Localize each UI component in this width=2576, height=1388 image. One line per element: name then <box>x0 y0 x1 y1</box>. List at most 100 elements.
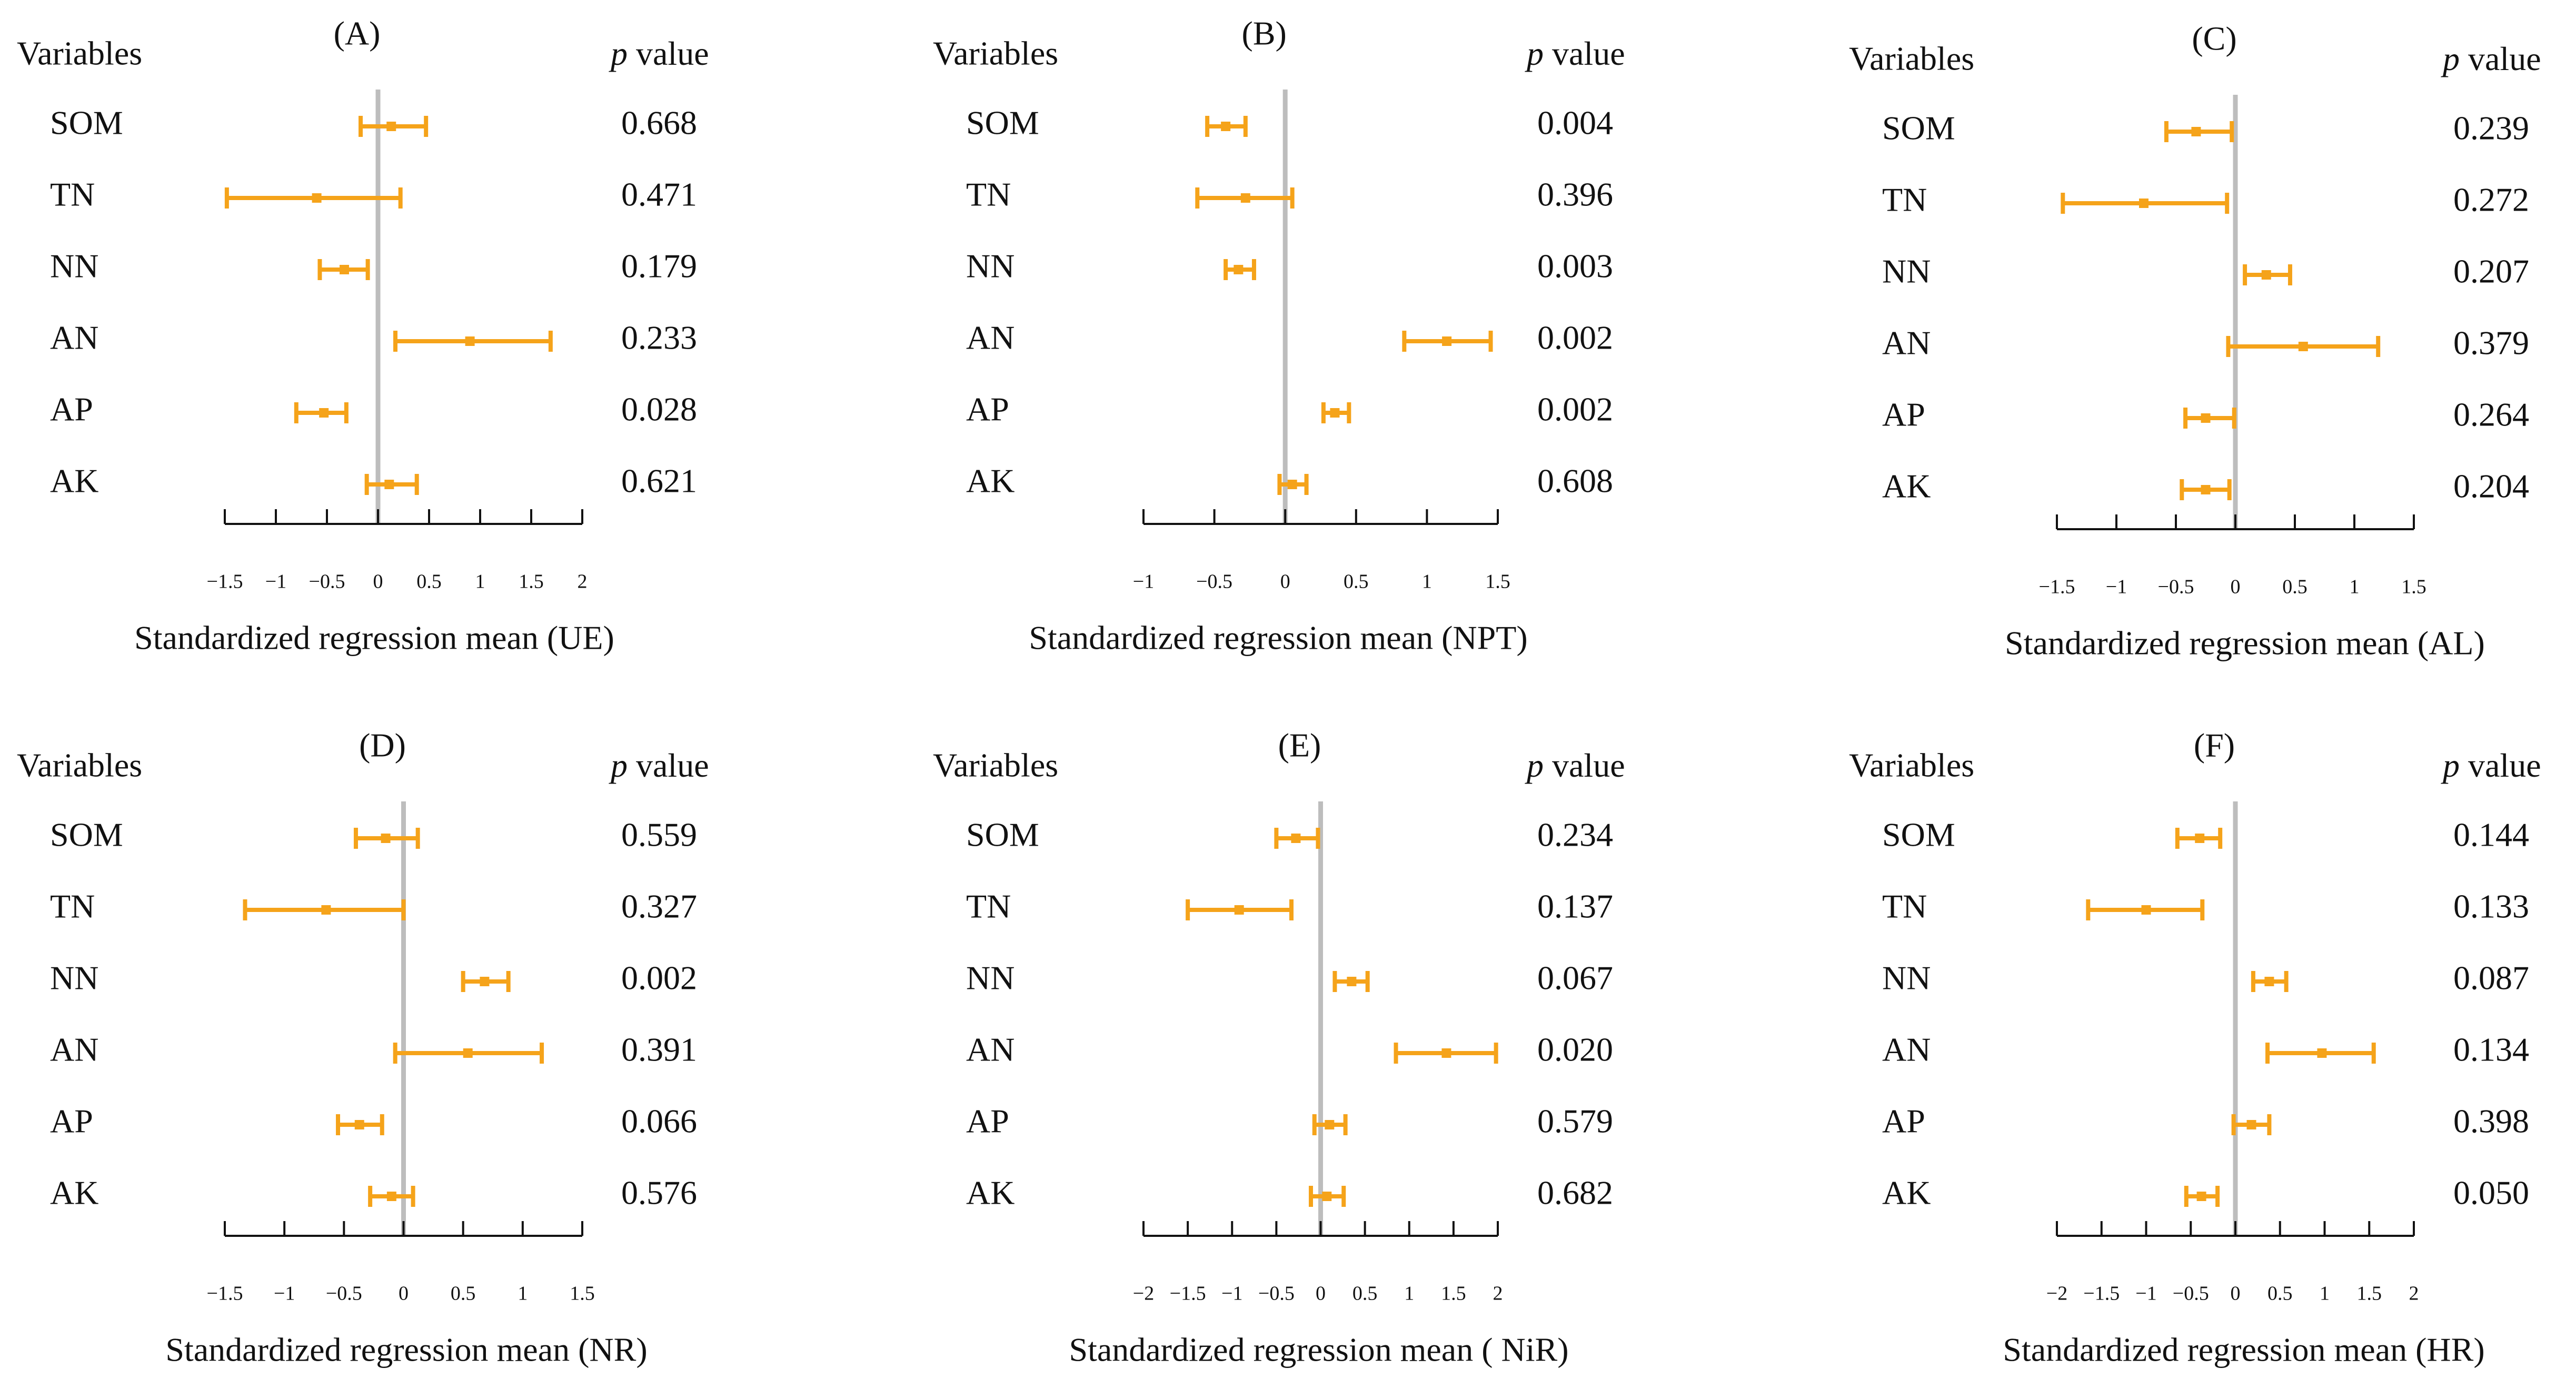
mean-point <box>1330 408 1340 418</box>
x-tick-label: −1 <box>265 571 286 593</box>
x-tick-label: 0.5 <box>416 571 442 593</box>
x-tick-label: 1 <box>475 571 485 593</box>
variable-label: AP <box>1882 396 1925 433</box>
mean-point <box>1291 834 1301 843</box>
p-value: 0.207 <box>2453 253 2529 290</box>
x-tick-label: 1 <box>1404 1283 1414 1305</box>
variable-label: AP <box>50 391 93 428</box>
forest-panel: Variables (D) p value SOM 0.559 TN 0.327 NN 0.00… <box>17 727 709 1369</box>
mean-point <box>384 480 394 489</box>
mean-point <box>1322 1192 1332 1201</box>
variable-label: AP <box>966 391 1009 428</box>
p-value-header-rest: value <box>628 35 709 72</box>
p-value: 0.137 <box>1537 888 1613 925</box>
mean-point <box>1325 1120 1335 1129</box>
panel-label: (A) <box>334 15 381 52</box>
x-tick-label: 0 <box>1316 1283 1326 1305</box>
mean-point <box>2317 1048 2327 1058</box>
variable-label: SOM <box>1882 110 1955 147</box>
x-tick-label: −0.5 <box>2173 1283 2209 1305</box>
p-value-header-rest: value <box>628 747 709 784</box>
p-value: 0.066 <box>621 1103 697 1140</box>
x-tick-label: 1.5 <box>519 571 544 593</box>
mean-point <box>1221 122 1231 131</box>
p-value: 0.028 <box>621 391 697 428</box>
variable-label: AK <box>1882 1174 1931 1212</box>
p-value: 0.204 <box>2453 468 2529 505</box>
mean-point <box>480 977 490 986</box>
p-value: 0.239 <box>2453 110 2529 147</box>
x-axis-label: Standardized regression mean (AL) <box>2005 624 2485 662</box>
mean-point <box>2141 905 2151 915</box>
p-value: 0.272 <box>2453 181 2529 219</box>
p-value: 0.391 <box>621 1031 697 1068</box>
variable-label: SOM <box>966 104 1039 142</box>
variable-label: AK <box>50 462 98 500</box>
variable-label: NN <box>1882 253 1931 290</box>
x-axis-label: Standardized regression mean (HR) <box>2003 1331 2484 1369</box>
variables-header: Variables <box>1849 40 1974 77</box>
mean-point <box>1442 336 1452 346</box>
mean-point <box>312 193 322 203</box>
p-value-header: p value <box>1525 747 1625 784</box>
p-value: 0.379 <box>2453 324 2529 362</box>
variable-label: NN <box>966 959 1015 997</box>
mean-point <box>319 408 329 418</box>
variable-label: TN <box>966 888 1011 925</box>
forest-panel: Variables (F) p value SOM 0.144 TN 0.133 NN 0.08… <box>1849 727 2541 1369</box>
x-tick-label: −1.5 <box>2083 1283 2120 1305</box>
forest-panel: Variables (B) p value SOM 0.004 TN 0.396 NN 0.00… <box>933 15 1625 657</box>
p-value-header-rest: value <box>2460 747 2541 784</box>
variable-label: AK <box>966 1174 1015 1212</box>
x-tick-label: −0.5 <box>326 1283 362 1305</box>
mean-point <box>2191 127 2201 136</box>
mean-point <box>1234 265 1244 274</box>
mean-point <box>2246 1120 2256 1129</box>
mean-point <box>321 905 331 915</box>
p-value-header-rest: value <box>1544 35 1625 72</box>
mean-point <box>2261 270 2271 280</box>
mean-point <box>2201 413 2211 423</box>
variable-label: TN <box>1882 181 1927 219</box>
x-tick-label: 0 <box>399 1283 409 1305</box>
panel-label: (C) <box>2192 20 2236 57</box>
p-value: 0.020 <box>1537 1031 1613 1068</box>
variables-header: Variables <box>933 35 1058 72</box>
variable-label: TN <box>50 176 95 213</box>
variable-label: NN <box>50 959 98 997</box>
variable-label: NN <box>50 247 98 285</box>
mean-point <box>465 336 475 346</box>
x-tick-label: −1 <box>1133 571 1154 593</box>
p-value: 0.579 <box>1537 1103 1613 1140</box>
mean-point <box>1287 480 1297 489</box>
forest-panel: Variables (C) p value SOM 0.239 TN 0.272 NN 0.20… <box>1849 20 2541 662</box>
mean-point <box>2201 485 2211 494</box>
mean-point <box>354 1120 364 1129</box>
x-tick-label: 1.5 <box>570 1283 595 1305</box>
x-tick-label: −1 <box>1221 1283 1242 1305</box>
x-tick-label: −2 <box>2046 1283 2067 1305</box>
x-tick-label: 0.5 <box>2267 1283 2293 1305</box>
variables-header: Variables <box>1849 747 1974 784</box>
x-tick-label: −1.5 <box>1170 1283 1206 1305</box>
x-tick-label: 1 <box>1422 571 1432 593</box>
forest-panel: Variables (E) p value SOM 0.234 TN 0.137 NN 0.06… <box>933 727 1625 1369</box>
p-value-header: p value <box>609 35 709 72</box>
p-value: 0.621 <box>621 462 697 500</box>
x-tick-label: 0 <box>2231 576 2241 598</box>
panel-label: (E) <box>1278 727 1321 764</box>
p-value: 0.608 <box>1537 462 1613 500</box>
p-value: 0.576 <box>621 1174 697 1212</box>
p-value: 0.144 <box>2453 816 2529 854</box>
variable-label: AN <box>50 319 98 356</box>
p-value: 0.559 <box>621 816 697 854</box>
x-tick-label: 0 <box>373 571 383 593</box>
variable-label: AK <box>1882 468 1931 505</box>
variable-label: SOM <box>966 816 1039 854</box>
p-value-header-p: p <box>1525 747 1544 784</box>
p-value: 0.003 <box>1537 247 1613 285</box>
x-tick-label: −1 <box>2106 576 2127 598</box>
x-axis-label: Standardized regression mean (NPT) <box>1029 619 1527 657</box>
x-tick-label: 2 <box>2409 1283 2419 1305</box>
variable-label: NN <box>966 247 1015 285</box>
